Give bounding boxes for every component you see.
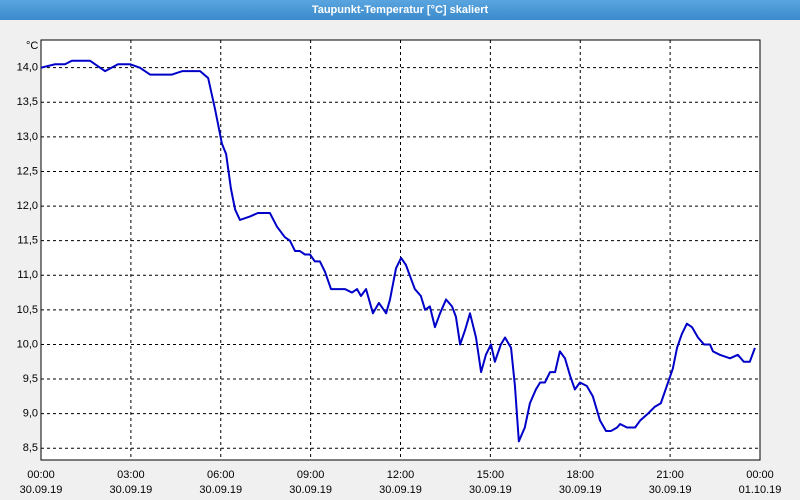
x-tick-date: 30.09.19 [379, 484, 422, 496]
x-tick-label: 00:00 [746, 469, 774, 481]
x-tick-label: 06:00 [207, 469, 235, 481]
x-tick-date: 30.09.19 [109, 484, 152, 496]
x-tick-label: 21:00 [656, 469, 684, 481]
x-tick-date: 30.09.19 [199, 484, 242, 496]
y-unit-label: °C [26, 40, 38, 52]
title-bar [0, 0, 800, 20]
x-tick-label: 12:00 [387, 469, 415, 481]
y-tick-label: 9,5 [23, 373, 38, 385]
x-tick-label: 18:00 [566, 469, 594, 481]
x-tick-date: 30.09.19 [559, 484, 602, 496]
y-tick-label: 13,5 [17, 96, 38, 108]
x-tick-date: 30.09.19 [649, 484, 692, 496]
plot-layer: 8,5 9,0 9,5 10,0 10,5 11,0 11,5 12,0 12,5 13,0 13,… [17, 40, 782, 496]
x-tick-label: 03:00 [117, 469, 145, 481]
y-tick-label: 11,0 [17, 269, 38, 281]
y-tick-label: 14,0 [17, 62, 38, 74]
y-tick-label: 12,0 [17, 200, 38, 212]
x-tick-label: 09:00 [297, 469, 325, 481]
y-tick-label: 9,0 [23, 408, 38, 420]
y-tick-label: 10,0 [17, 338, 38, 350]
x-tick-date: 30.09.19 [289, 484, 332, 496]
x-tick-label: 00:00 [27, 469, 55, 481]
x-tick-label: 15:00 [477, 469, 505, 481]
y-tick-label: 11,5 [17, 235, 38, 247]
x-tick-date: 30.09.19 [469, 484, 512, 496]
y-tick-label: 10,5 [17, 304, 38, 316]
y-tick-label: 8,5 [23, 442, 38, 454]
chart-title: Taupunkt-Temperatur [°C] skaliert [312, 4, 489, 16]
y-tick-label: 12,5 [17, 165, 38, 177]
x-tick-date: 30.09.19 [20, 484, 63, 496]
x-tick-date: 01.10.19 [739, 484, 782, 496]
y-tick-label: 13,0 [17, 131, 38, 143]
data-line [40, 59, 756, 443]
